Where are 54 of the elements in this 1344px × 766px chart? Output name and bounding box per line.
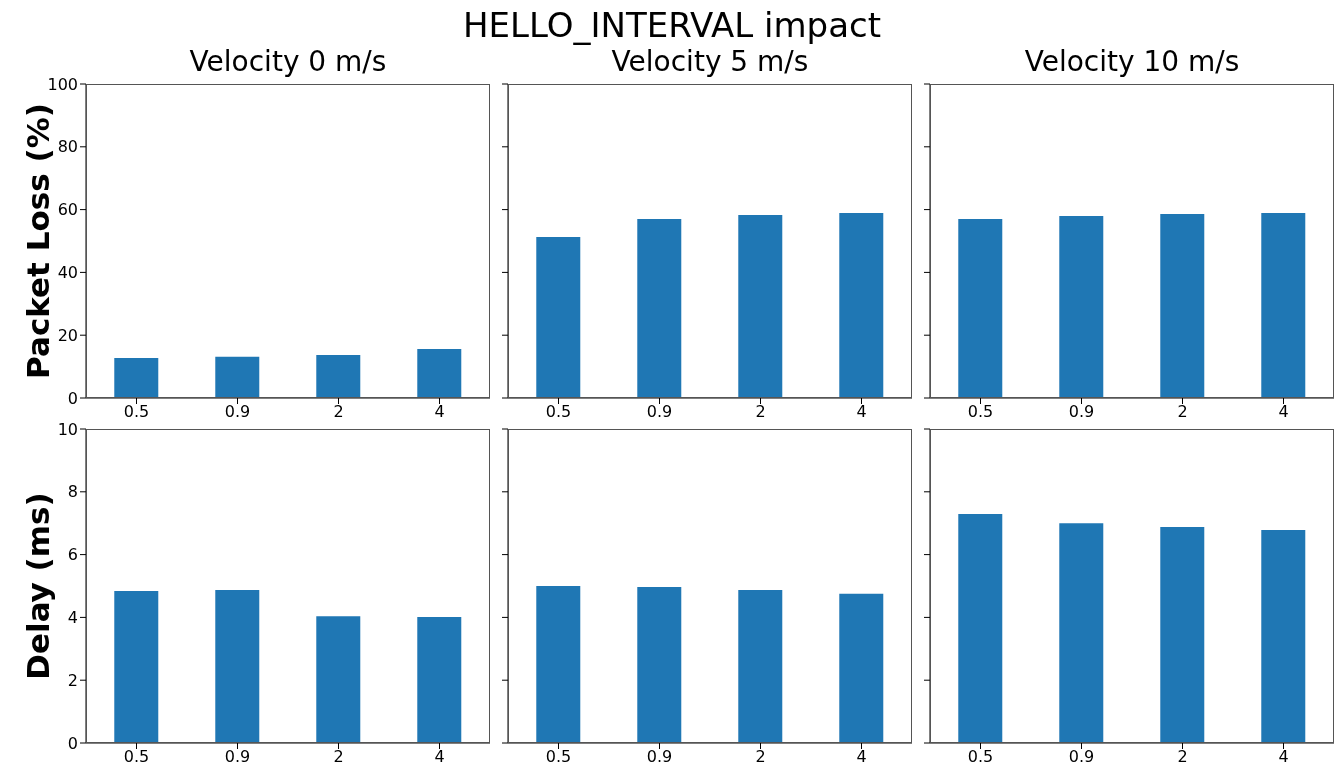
x-tick-label: 4 [434, 747, 445, 766]
x-tick-label: 4 [1278, 747, 1289, 766]
bar [536, 236, 581, 398]
x-tick-label: 0.5 [967, 402, 994, 422]
x-tick-label: 2 [755, 747, 766, 766]
x-tick-label: 2 [755, 402, 766, 422]
y-tick-label: 20 [57, 325, 78, 345]
x-tick-label: 0.9 [1068, 747, 1095, 766]
y-tick-label: 2 [67, 670, 78, 690]
y-tick-label: 8 [67, 482, 78, 502]
x-tick-label: 0.5 [123, 747, 150, 766]
bar [839, 213, 884, 398]
x-tick-label: 4 [856, 402, 867, 422]
bar [114, 591, 159, 743]
y-axis-title: Packet Loss (%) [20, 103, 56, 379]
y-axis-title: Delay (ms) [19, 491, 57, 682]
x-tick-label: 0.9 [1068, 402, 1095, 422]
x-tick-label: 2 [1177, 747, 1188, 766]
y-tick-label: 0 [67, 388, 78, 408]
y-tick-label: 4 [67, 608, 78, 628]
x-tick-label: 2 [333, 747, 344, 766]
x-tick-label: 4 [856, 747, 867, 766]
text: HELLO_INTERVAL impact [461, 4, 883, 46]
x-tick-label: 0.5 [967, 747, 994, 766]
x-tick-label: 0.9 [224, 747, 251, 766]
y-tick-label: 60 [57, 200, 78, 220]
x-tick-label: 0.9 [646, 402, 673, 422]
y-tick-label: 10 [57, 419, 78, 439]
x-tick-label: 0.5 [545, 402, 572, 422]
bar [738, 214, 783, 398]
x-tick-label: 2 [333, 402, 344, 422]
x-tick-label: 0.5 [123, 402, 150, 422]
x-tick-label: 0.9 [224, 402, 251, 422]
y-tick-label: 100 [47, 74, 78, 94]
bar [1261, 530, 1306, 743]
chart-title: Velocity 10 m/s [1023, 44, 1241, 80]
x-tick-label: 0.5 [545, 747, 572, 766]
x-tick-label: 0.9 [646, 747, 673, 766]
y-tick-label: 0 [67, 733, 78, 753]
x-tick-label: 4 [1278, 402, 1289, 422]
y-tick-label: 40 [57, 263, 78, 283]
bar [1160, 526, 1205, 743]
bar [1059, 523, 1104, 743]
bar [958, 514, 1003, 743]
bar [215, 590, 260, 743]
x-tick-label: 4 [434, 402, 445, 422]
y-tick-label: 80 [57, 137, 78, 157]
bar [417, 617, 462, 743]
bar [316, 616, 361, 743]
y-tick-label: 6 [67, 545, 78, 565]
chart-title: Velocity 0 m/s [188, 44, 388, 80]
bar [637, 219, 682, 398]
chart-title: Velocity 5 m/s [610, 45, 810, 80]
x-tick-label: 2 [1177, 402, 1188, 422]
